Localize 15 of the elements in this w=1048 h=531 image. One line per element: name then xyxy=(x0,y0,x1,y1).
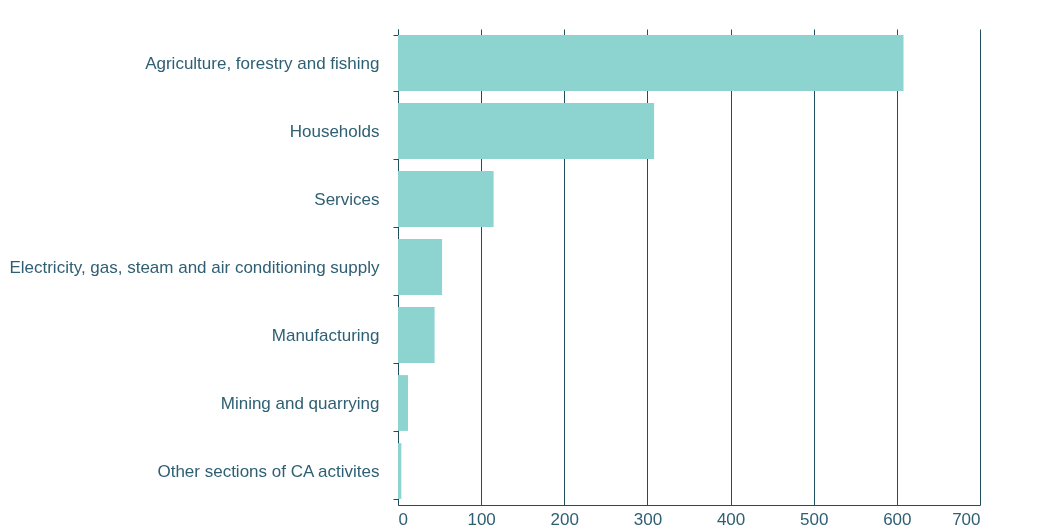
y-tick-label: Households xyxy=(289,121,380,141)
y-tick-label: Services xyxy=(314,189,380,209)
x-tick-label: 0 xyxy=(398,509,408,529)
y-tick-label: Other sections of CA activites xyxy=(157,461,380,481)
x-tick-label: 400 xyxy=(716,509,746,529)
x-tick-label: 200 xyxy=(550,509,579,529)
y-tick-label: Electricity, gas, steam and air conditioning supply xyxy=(9,257,380,277)
x-tick-label: 700 xyxy=(952,509,981,529)
y-tick-label: Manufacturing xyxy=(271,325,380,345)
x-tick-label: 100 xyxy=(467,509,496,529)
y-tick-label: Mining and quarrying xyxy=(220,393,380,413)
x-tick-label: 300 xyxy=(633,509,663,529)
x-tick-label: 600 xyxy=(883,509,912,529)
x-tick-label: 500 xyxy=(800,509,829,529)
y-tick-label: Agriculture, forestry and fishing xyxy=(145,53,380,73)
